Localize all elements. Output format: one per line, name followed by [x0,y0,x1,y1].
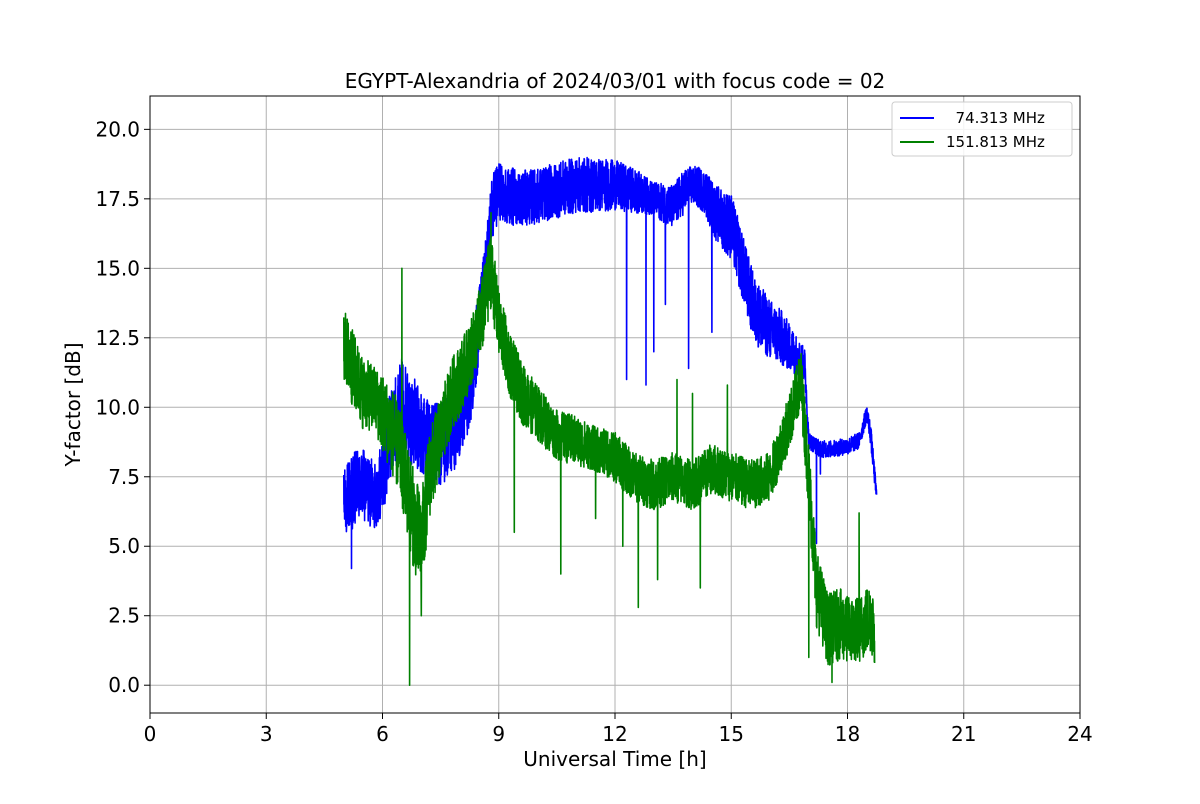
y-axis-label: Y-factor [dB] [61,342,85,467]
x-tick-label: 18 [835,722,860,746]
x-tick-label: 15 [719,722,744,746]
legend: 74.313 MHz 151.813 MHz [891,101,1073,157]
y-tick-label: 0.0 [108,673,140,697]
series-line-151-mhz [343,211,876,686]
y-tick-label: 20.0 [95,117,140,141]
x-tick-label: 24 [1067,722,1092,746]
axis-ticks: 0 3 6 9 12 15 18 21 24 0.0 2.5 5.0 7.5 10.0 12.5 15.0 17… [95,117,1092,746]
series-layer [343,156,878,686]
legend-box [891,101,1073,157]
x-tick-label: 3 [260,722,273,746]
x-tick-label: 0 [144,722,157,746]
x-tick-label: 6 [376,722,389,746]
legend-label-74-mhz: 74.313 MHz [946,109,1045,127]
y-tick-label: 10.0 [95,395,140,419]
y-tick-label: 2.5 [108,604,140,628]
x-tick-label: 9 [492,722,505,746]
y-tick-label: 17.5 [95,187,140,211]
y-tick-label: 15.0 [95,256,140,280]
x-tick-label: 21 [951,722,976,746]
x-tick-label: 12 [602,722,627,746]
legend-label-151-mhz: 151.813 MHz [946,133,1045,151]
y-tick-label: 12.5 [95,326,140,350]
chart-title: EGYPT-Alexandria of 2024/03/01 with focu… [345,69,886,93]
y-tick-label: 7.5 [108,465,140,489]
y-tick-label: 5.0 [108,534,140,558]
x-axis-label: Universal Time [h] [523,747,706,771]
